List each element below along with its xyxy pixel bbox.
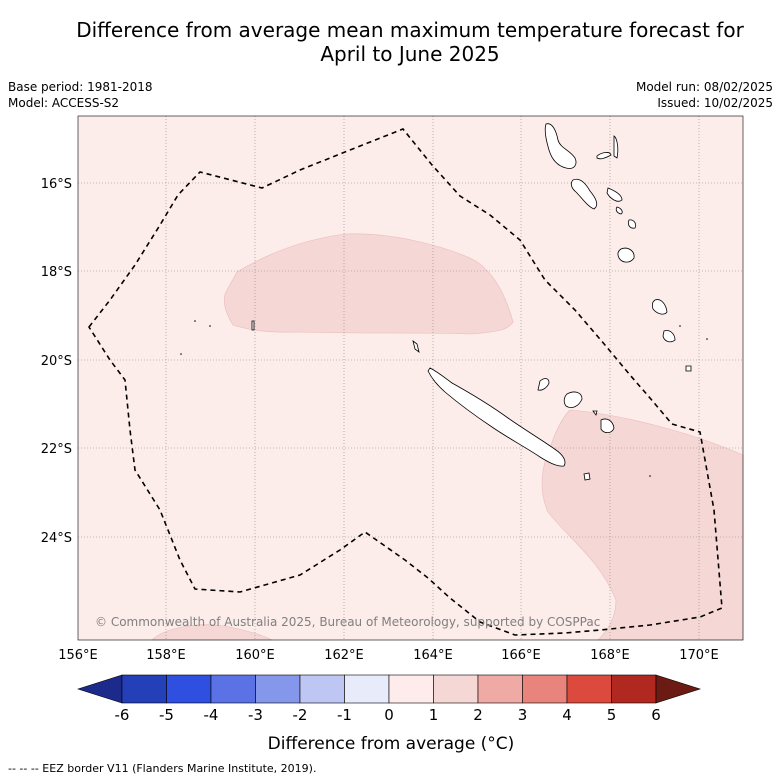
colorbar-segment [388, 674, 434, 704]
colorbar-extend-low [77, 674, 123, 704]
islet-6 [649, 475, 651, 477]
colorbar-segment [299, 674, 345, 704]
model-run: Model run: 08/02/2025 [635, 80, 773, 94]
islet-4 [679, 325, 681, 327]
colorbar-tick-label: -6 [115, 706, 130, 724]
longitude-labels: 156°E 158°E 160°E 162°E 164°E 166°E 168°… [58, 648, 719, 663]
map-title: Difference from average mean maximum tem… [0, 18, 781, 66]
colorbar [77, 674, 701, 704]
colorbar-segment [210, 674, 256, 704]
colorbar-segment [566, 674, 612, 704]
colorbar-tick-label: -1 [337, 706, 352, 724]
epi-island [615, 206, 623, 215]
colorbar-tick-label: 6 [651, 706, 661, 724]
map-frame [77, 115, 744, 641]
colorbar-segment [522, 674, 568, 704]
ouvea-island [537, 378, 550, 391]
chesterfield-islet [251, 320, 255, 331]
maewo-island [613, 135, 619, 159]
efate-island [627, 219, 637, 229]
colorbar-segment [255, 674, 301, 704]
eez-footnote: -- -- -- EEZ border V11 (Flanders Marine… [8, 762, 317, 775]
tanna-island [652, 299, 668, 315]
anomaly-region-southwest [151, 624, 273, 641]
lon-label: 168°E [590, 648, 630, 663]
model-name: Model: ACCESS-S2 [8, 96, 120, 110]
malekula-island [570, 178, 598, 210]
meta-left: Base period: 1981-2018 Model: ACCESS-S2 [8, 79, 153, 111]
islet-1 [194, 320, 196, 322]
erromango-island [617, 247, 635, 263]
lon-label: 166°E [501, 648, 541, 663]
colorbar-segment [611, 674, 657, 704]
colorbar-tick-label: 3 [518, 706, 528, 724]
colorbar-tick-label: 1 [429, 706, 439, 724]
latitude-labels: 16°S 18°S 20°S 22°S 24°S [41, 177, 72, 546]
mare-island [600, 418, 615, 434]
lifou-island [563, 391, 583, 408]
colorbar-label: Difference from average (°C) [268, 734, 515, 754]
islet-5 [706, 338, 708, 340]
lon-label: 162°E [324, 648, 364, 663]
colorbar-tick-label: 2 [473, 706, 483, 724]
colorbar-tick-label: 4 [562, 706, 572, 724]
title-line-1: Difference from average mean maximum tem… [76, 18, 744, 42]
colorbar-tick-label: -4 [204, 706, 219, 724]
new-caledonia-island [427, 367, 566, 467]
lat-label: 18°S [41, 265, 72, 280]
lon-label: 156°E [58, 648, 98, 663]
islet-2 [209, 325, 211, 327]
colorbar-segment [344, 674, 390, 704]
meta-right: Model run: 08/02/2025 Issued: 10/02/2025 [636, 79, 773, 111]
lat-label: 16°S [41, 177, 72, 192]
belep-island [412, 340, 420, 353]
colorbar-segment [477, 674, 523, 704]
lon-label: 158°E [146, 648, 186, 663]
colorbar-tick-label: -5 [159, 706, 174, 724]
gridlines [78, 116, 743, 640]
colorbar-segment [166, 674, 212, 704]
isle-of-pines [583, 472, 591, 481]
lat-label: 24°S [41, 531, 72, 546]
pentecost-island [606, 187, 623, 202]
colorbar-tick-label: -2 [293, 706, 308, 724]
issued-date: Issued: 10/02/2025 [657, 96, 773, 110]
colorbar-tick-label: -3 [248, 706, 263, 724]
colorbar-ticks: -6 -5 -4 -3 -2 -1 0 1 2 3 4 5 6 [115, 706, 661, 724]
lon-label: 160°E [235, 648, 275, 663]
colorbar-tick-label: 5 [607, 706, 617, 724]
title-line-2: April to June 2025 [320, 42, 500, 66]
espiritu-santo-island [544, 123, 577, 169]
lon-label: 164°E [413, 648, 453, 663]
matthew-island [685, 365, 692, 372]
aneityum-island [662, 330, 676, 343]
lat-label: 22°S [41, 442, 72, 457]
tiga-island [592, 410, 598, 416]
anomaly-region-north [223, 233, 514, 335]
colorbar-segment [433, 674, 479, 704]
ambae-island [596, 152, 612, 160]
islet-3 [180, 353, 182, 355]
colorbar-tick-label: 0 [384, 706, 394, 724]
eez-border [88, 128, 723, 636]
lon-label: 170°E [679, 648, 719, 663]
colorbar-extend-high [655, 674, 701, 704]
copyright-text: © Commonwealth of Australia 2025, Bureau… [95, 615, 600, 629]
lat-label: 20°S [41, 354, 72, 369]
colorbar-segment [121, 674, 167, 704]
base-period: Base period: 1981-2018 [8, 80, 153, 94]
